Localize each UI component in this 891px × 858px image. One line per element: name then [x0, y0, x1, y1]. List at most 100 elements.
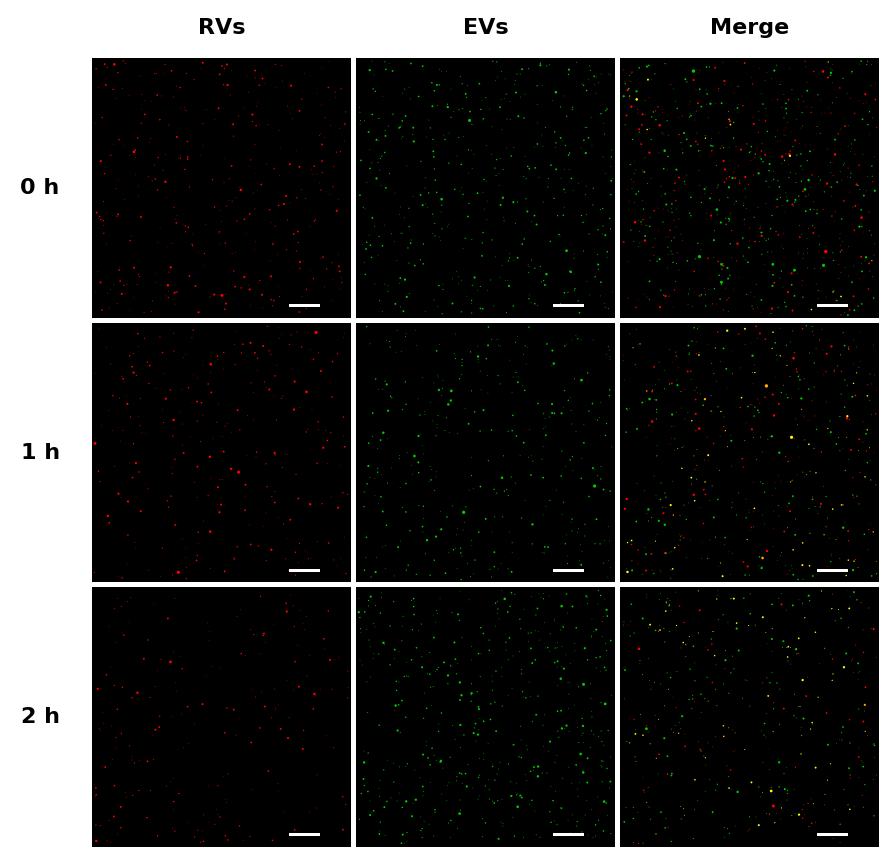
Point — [543, 805, 557, 819]
Point — [747, 520, 761, 534]
Point — [431, 371, 446, 384]
Point — [756, 559, 770, 573]
Point — [652, 747, 666, 761]
Point — [394, 227, 408, 240]
Point — [220, 416, 234, 430]
Point — [775, 199, 789, 213]
Point — [427, 150, 441, 164]
Point — [442, 156, 456, 170]
Point — [752, 550, 766, 564]
Point — [707, 251, 721, 264]
Point — [827, 284, 841, 298]
Point — [322, 55, 336, 69]
Point — [568, 637, 582, 650]
Point — [399, 656, 413, 669]
Point — [241, 278, 256, 292]
Point — [506, 650, 520, 663]
Point — [525, 656, 539, 670]
Point — [800, 232, 814, 245]
Point — [561, 813, 576, 827]
Point — [721, 615, 735, 629]
Point — [503, 246, 517, 260]
Point — [794, 747, 808, 761]
Point — [685, 692, 699, 706]
Point — [244, 735, 258, 749]
Point — [107, 278, 121, 292]
Point — [436, 761, 450, 775]
Point — [378, 124, 392, 137]
Point — [625, 534, 639, 547]
Point — [185, 238, 200, 251]
Point — [554, 172, 568, 185]
Point — [716, 677, 731, 691]
Point — [665, 767, 679, 781]
Point — [561, 68, 576, 82]
Point — [691, 348, 706, 362]
Point — [196, 808, 210, 822]
Point — [582, 490, 596, 504]
Point — [376, 505, 390, 518]
Point — [93, 474, 107, 488]
Point — [547, 614, 561, 628]
Point — [491, 369, 505, 383]
Point — [773, 549, 788, 563]
Point — [141, 170, 155, 184]
Point — [221, 833, 235, 847]
Point — [422, 645, 437, 659]
Point — [819, 520, 833, 534]
Point — [450, 656, 464, 670]
Point — [311, 415, 325, 429]
Point — [796, 251, 810, 265]
Point — [867, 368, 881, 382]
Point — [780, 603, 794, 617]
Point — [295, 289, 309, 303]
Point — [789, 512, 803, 526]
Point — [731, 106, 745, 119]
Point — [391, 541, 405, 554]
Point — [781, 654, 795, 668]
Point — [694, 196, 708, 209]
Point — [694, 744, 708, 758]
Point — [363, 337, 377, 351]
Point — [117, 375, 131, 389]
Point — [581, 828, 595, 842]
Point — [459, 87, 473, 100]
Point — [536, 195, 551, 208]
Point — [471, 353, 486, 366]
Point — [252, 78, 266, 92]
Point — [693, 63, 707, 77]
Point — [854, 595, 869, 609]
Point — [532, 171, 546, 184]
Point — [674, 529, 689, 542]
Point — [831, 257, 846, 271]
Point — [222, 172, 236, 185]
Point — [462, 166, 476, 180]
Point — [667, 184, 682, 197]
Point — [373, 152, 388, 166]
Point — [826, 156, 840, 170]
Point — [576, 79, 591, 93]
Point — [798, 55, 813, 69]
Point — [413, 824, 428, 837]
Point — [622, 82, 636, 95]
Point — [755, 247, 769, 261]
Point — [629, 754, 643, 768]
Point — [464, 688, 478, 702]
Point — [355, 787, 369, 801]
Point — [362, 436, 376, 450]
Point — [148, 722, 162, 736]
Point — [603, 350, 617, 364]
Point — [851, 560, 865, 574]
Point — [217, 78, 231, 92]
Point — [242, 830, 257, 843]
Point — [623, 736, 637, 750]
Point — [776, 242, 790, 256]
Point — [429, 421, 444, 435]
Point — [867, 150, 881, 164]
Point — [249, 100, 264, 113]
Point — [127, 756, 142, 770]
Point — [257, 76, 272, 90]
Point — [227, 552, 241, 565]
Point — [698, 129, 712, 142]
Point — [580, 752, 594, 765]
